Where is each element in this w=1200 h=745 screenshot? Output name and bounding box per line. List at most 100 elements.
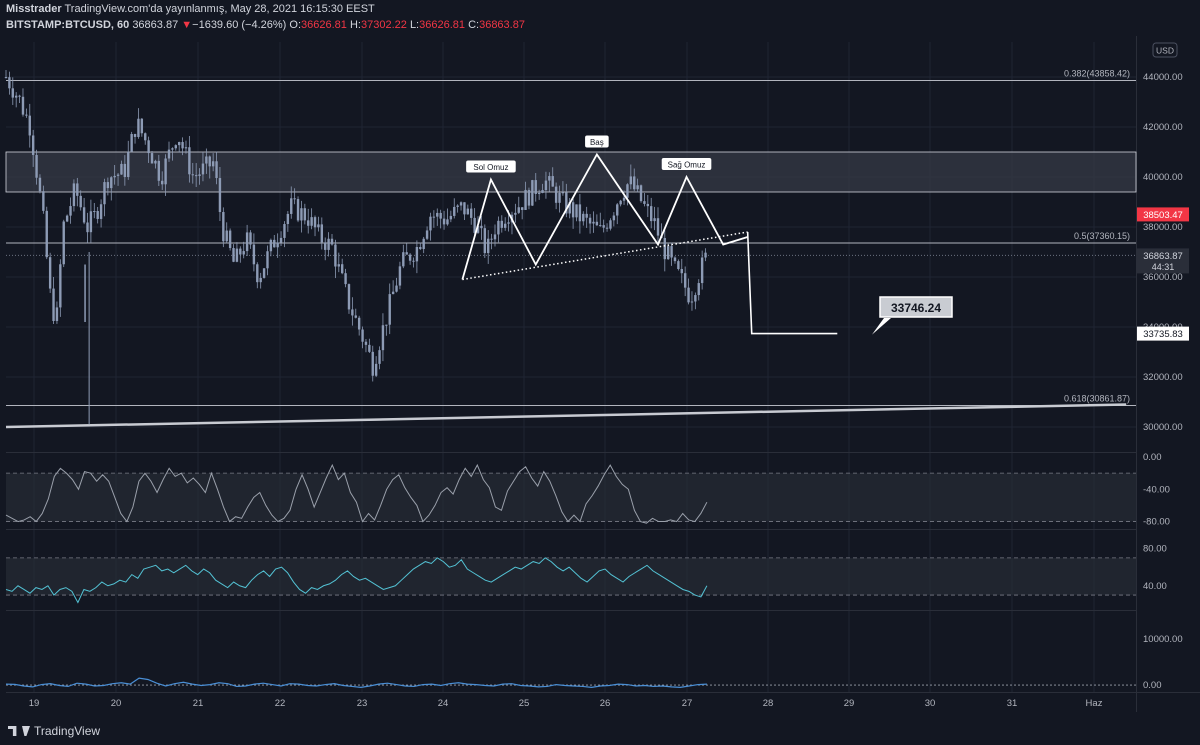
price-axis-tick: 44000.00 (1143, 72, 1183, 83)
currency-label: USD (1156, 46, 1174, 56)
candle-body (419, 246, 422, 250)
pattern-label: Sol Omuz (473, 163, 508, 172)
candle-body (531, 180, 534, 206)
candle-body (347, 284, 351, 310)
candle-body (120, 163, 123, 175)
candle-body (327, 238, 330, 250)
candle-body (391, 291, 395, 295)
long-trendline (5, 403, 1127, 429)
rsi-band (6, 557, 1136, 596)
candle-body (683, 273, 687, 288)
candle-body (28, 115, 31, 136)
candle-body (59, 264, 62, 308)
candle-body (476, 225, 480, 233)
osc-axis-tick: 0.00 (1143, 452, 1162, 463)
candle-body (249, 232, 252, 245)
pattern-label-box (585, 135, 609, 148)
candle-body (76, 183, 79, 196)
candle-body (565, 192, 568, 214)
candle-body (480, 225, 483, 229)
high-label: H: (349, 19, 361, 31)
bottom-line (5, 677, 707, 688)
rsi-axis-tick: 80.00 (1143, 544, 1167, 555)
time-axis-tick: 21 (193, 698, 204, 709)
candle-body (500, 220, 503, 228)
candle-body (157, 160, 161, 181)
candle-body (296, 199, 300, 221)
candle-body (42, 191, 45, 211)
target-callout-pointer (872, 318, 891, 335)
candle-body (633, 176, 636, 190)
time-axis-tick: 24 (438, 698, 449, 709)
candle-body (364, 341, 368, 345)
candle-body (602, 225, 605, 228)
candle-body (4, 77, 8, 78)
candle-body (69, 206, 72, 216)
candle-body (442, 218, 446, 225)
candle-body (86, 222, 89, 233)
author-name[interactable]: Misstrader (6, 3, 62, 15)
currency-badge[interactable] (1152, 42, 1178, 58)
candle-body (643, 201, 646, 204)
candle-body (340, 264, 344, 274)
candle-body (599, 225, 602, 227)
candle-body (592, 221, 595, 224)
candle-body (198, 174, 201, 176)
candle-body (171, 148, 174, 150)
candle-body (459, 202, 463, 206)
candle-body (473, 217, 476, 233)
target-level-label: 33735.83 (1143, 329, 1183, 340)
price-axis-tick: 30000.00 (1143, 422, 1183, 433)
chart-canvas[interactable]: USD 0.382(43858.42) 0.5(37360.15) 0.618(308… (0, 36, 1200, 719)
candle-body (269, 239, 273, 252)
close-value: 36863.87 (479, 19, 525, 31)
time-axis-tick: 23 (357, 698, 368, 709)
candle-body (303, 208, 307, 221)
candle-body (422, 238, 425, 250)
candle-body (164, 158, 167, 185)
symbol-label[interactable]: BITSTAMP:BTCUSD, 60 (6, 19, 130, 31)
candle-body (167, 149, 171, 159)
candle-body (619, 200, 622, 205)
pattern-label-box (466, 160, 516, 173)
bar-countdown: 44:31 (1152, 262, 1175, 272)
candle-body (548, 176, 551, 181)
resistance-zone (5, 151, 1137, 193)
candle-body (425, 230, 429, 239)
last-close-badge (1137, 207, 1189, 222)
logo-text: TradingView (34, 724, 101, 738)
candle-body (65, 215, 69, 222)
candle-body (636, 185, 639, 190)
candle-body (273, 239, 276, 248)
candle-body (568, 202, 571, 214)
candle-body (252, 244, 256, 265)
candle-body (324, 242, 327, 250)
candle-body (680, 269, 683, 274)
candle-body (31, 135, 35, 155)
candle-body (211, 161, 215, 167)
price-axis-tick: 42000.00 (1143, 122, 1183, 133)
current-price-label: 36863.87 (1143, 251, 1183, 262)
candle-body (588, 217, 592, 224)
candle-body (666, 246, 670, 260)
candle-body (612, 215, 616, 221)
candle-body (527, 189, 531, 206)
candle-body (330, 238, 334, 245)
low-label: L: (409, 19, 420, 31)
candle-body (470, 208, 473, 218)
candle-body (52, 288, 55, 321)
candle-body (96, 211, 99, 219)
neckline (462, 231, 748, 281)
tradingview-logo[interactable]: TradingView (8, 724, 100, 738)
candle-body (208, 156, 211, 167)
pattern-label: Sağ Omuz (668, 161, 706, 170)
candle-body (456, 205, 459, 207)
low-value: 36626.81 (419, 19, 466, 31)
candle-body (218, 178, 222, 213)
candle-body (487, 238, 490, 254)
candle-body (103, 182, 106, 205)
candle-body (697, 283, 700, 296)
fib-level-label: 0.5(37360.15) (1074, 231, 1130, 241)
candle-body (245, 232, 249, 252)
candle-body (378, 350, 381, 364)
